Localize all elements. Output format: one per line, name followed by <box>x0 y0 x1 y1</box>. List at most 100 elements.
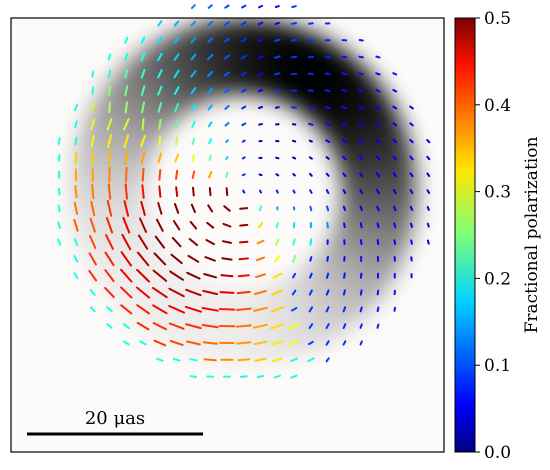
polarization-tick <box>359 340 363 346</box>
ring-segment <box>170 280 211 354</box>
colorbar-tick-label: 0.2 <box>484 269 511 289</box>
polarization-tick <box>224 88 230 94</box>
polarization-tick <box>191 137 196 145</box>
polarization-tick <box>241 139 246 143</box>
ring-segment <box>81 118 156 159</box>
polarization-tick <box>189 358 198 362</box>
polarization-tick <box>309 172 313 177</box>
polarization-tick <box>341 89 348 93</box>
ring-segment <box>338 207 414 237</box>
polarization-tick <box>125 167 128 183</box>
polarization-tick <box>376 188 380 195</box>
polarization-tick <box>157 152 163 164</box>
polarization-tick <box>172 220 181 231</box>
polarization-tick <box>273 374 281 379</box>
polarization-tick <box>174 153 179 163</box>
polarization-tick <box>274 72 281 76</box>
polarization-tick <box>158 168 162 181</box>
polarization-tick <box>358 39 364 42</box>
polarization-tick <box>426 172 431 178</box>
colorbar-tick-label: 0.4 <box>484 96 511 116</box>
polarization-tick <box>239 223 249 227</box>
polarization-tick <box>224 21 230 26</box>
polarization-tick <box>258 106 263 109</box>
ring-segment <box>101 80 169 137</box>
ring-segment <box>184 24 219 100</box>
polarization-tick <box>326 221 329 229</box>
polarization-tick <box>135 286 151 299</box>
polarization-tick <box>208 187 212 197</box>
polarization-tick <box>290 357 299 362</box>
polarization-tick <box>342 189 347 195</box>
polarization-tick <box>325 139 331 143</box>
polarization-tick <box>190 20 197 27</box>
polarization-tick <box>325 323 330 330</box>
polarization-tick <box>168 322 185 330</box>
polarization-tick <box>275 189 279 194</box>
ring-segment <box>73 208 150 237</box>
polarization-tick <box>136 268 150 283</box>
polarization-tick <box>207 121 213 128</box>
polarization-tick <box>358 72 364 76</box>
polarization-tick <box>271 289 284 296</box>
polarization-tick <box>157 20 163 27</box>
polarization-tick <box>240 54 247 60</box>
polarization-tick <box>342 205 346 212</box>
polarization-tick <box>186 340 201 346</box>
polarization-tick <box>203 358 217 362</box>
polarization-tick <box>157 52 163 62</box>
polarization-tick <box>270 306 284 313</box>
polarization-tick <box>225 156 229 160</box>
polarization-tick <box>191 120 196 128</box>
polarization-tick <box>169 340 184 346</box>
polarization-tick <box>375 55 381 59</box>
polarization-tick <box>184 305 202 313</box>
polarization-tick <box>140 151 146 165</box>
polarization-tick <box>254 357 267 362</box>
polarization-tick <box>257 89 264 93</box>
ring-segment <box>341 190 417 207</box>
polarization-tick <box>225 187 229 197</box>
polarization-tick <box>121 233 132 251</box>
ring-segment <box>77 216 152 252</box>
polarization-tick <box>235 307 252 311</box>
polarization-tick <box>124 101 128 114</box>
polarization-tick <box>137 234 149 250</box>
polarization-tick <box>57 221 61 229</box>
polarization-tick <box>91 184 95 200</box>
polarization-tick <box>326 255 329 262</box>
polarization-tick <box>90 118 96 130</box>
polarization-tick <box>409 139 414 144</box>
polarization-tick <box>239 207 249 210</box>
polarization-tick <box>207 204 214 213</box>
polarization-tick <box>57 238 62 246</box>
polarization-tick <box>223 54 231 60</box>
polarization-tick <box>73 201 79 215</box>
scale-bar-label: 20 μas <box>85 408 145 429</box>
polarization-tick <box>292 189 296 194</box>
polarization-tick <box>392 72 398 76</box>
polarization-tick <box>376 222 380 229</box>
ring-segment <box>335 131 411 167</box>
polarization-tick <box>140 69 146 79</box>
polarization-tick <box>190 70 197 78</box>
polarization-tick <box>221 257 233 261</box>
polarization-tick <box>124 36 129 44</box>
polarization-tick <box>185 288 202 297</box>
polarization-tick <box>222 240 232 244</box>
polarization-tick <box>375 72 381 76</box>
polarization-tick <box>124 69 129 79</box>
polarization-tick <box>108 101 111 114</box>
polarization-tick <box>225 139 229 143</box>
polarization-tick <box>392 155 397 161</box>
polarization-tick <box>308 156 313 160</box>
polarization-tick <box>90 200 96 217</box>
polarization-tick <box>253 323 268 329</box>
polarization-tick <box>254 290 267 295</box>
polarization-tick <box>241 156 246 160</box>
polarization-tick <box>253 340 268 346</box>
polarization-tick <box>174 103 180 112</box>
polarization-tick <box>359 172 364 178</box>
polarization-tick <box>375 105 381 110</box>
polarization-tick <box>358 122 364 127</box>
